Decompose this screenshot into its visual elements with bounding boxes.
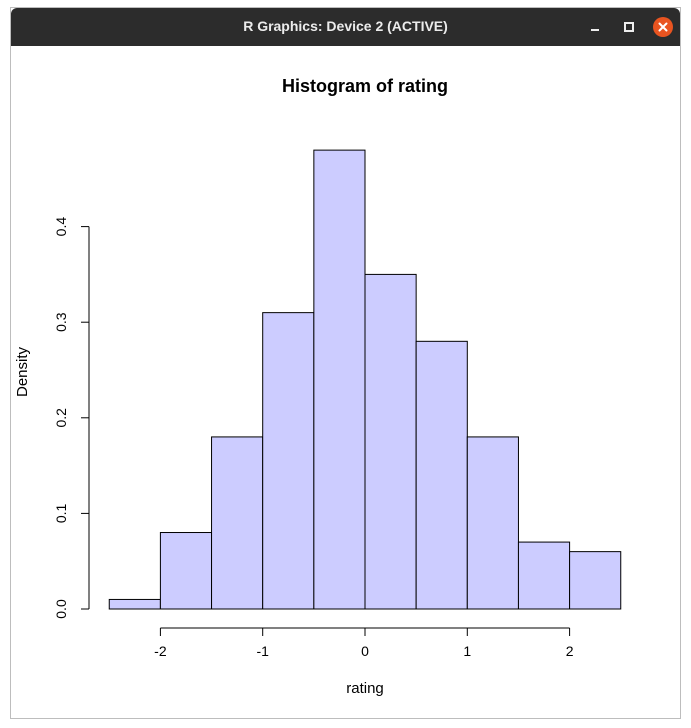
- histogram-bar: [211, 436, 264, 610]
- x-tick-label: -1: [256, 643, 269, 659]
- y-axis-label: Density: [14, 346, 31, 397]
- y-tick-label: 0.1: [53, 503, 69, 523]
- x-tick-label: 1: [463, 643, 471, 659]
- minimize-button[interactable]: [585, 17, 605, 37]
- histogram-bar: [159, 532, 213, 610]
- x-tick-label: -2: [154, 643, 167, 659]
- minimize-icon: [591, 29, 599, 31]
- histogram-bar: [108, 598, 161, 610]
- histogram-bar: [466, 436, 519, 610]
- close-button[interactable]: [653, 17, 673, 37]
- histogram-bar: [262, 312, 315, 610]
- histogram-bar: [313, 149, 366, 610]
- x-tick-label: 0: [361, 643, 369, 659]
- y-tick-label: 0.3: [53, 312, 69, 332]
- y-axis: 0.0 0.1 0.2 0.3 0.4: [53, 217, 90, 619]
- y-tick-label: 0.4: [53, 217, 69, 237]
- maximize-button[interactable]: [619, 17, 639, 37]
- bars-group: [108, 149, 622, 610]
- r-graphics-window: R Graphics: Device 2 (ACTIVE) Histogram …: [10, 7, 681, 719]
- titlebar[interactable]: R Graphics: Device 2 (ACTIVE): [11, 8, 680, 46]
- maximize-icon: [624, 22, 634, 32]
- y-tick-label: 0.2: [53, 408, 69, 428]
- window-title: R Graphics: Device 2 (ACTIVE): [243, 18, 448, 34]
- histogram-bar: [415, 340, 468, 610]
- histogram-chart: Histogram of rating rating Density -2 -1 0…: [14, 76, 622, 697]
- histogram-bar: [569, 551, 622, 610]
- x-axis: -2 -1 0 1 2: [154, 627, 574, 659]
- chart-title: Histogram of rating: [282, 76, 448, 96]
- histogram-bar: [517, 541, 571, 610]
- y-tick-label: 0.0: [53, 599, 69, 619]
- plot-area: Histogram of rating rating Density -2 -1 0…: [11, 46, 680, 718]
- x-tick-label: 2: [566, 643, 574, 659]
- x-axis-label: rating: [346, 680, 384, 697]
- close-icon: [658, 22, 668, 32]
- histogram-bar: [364, 273, 417, 610]
